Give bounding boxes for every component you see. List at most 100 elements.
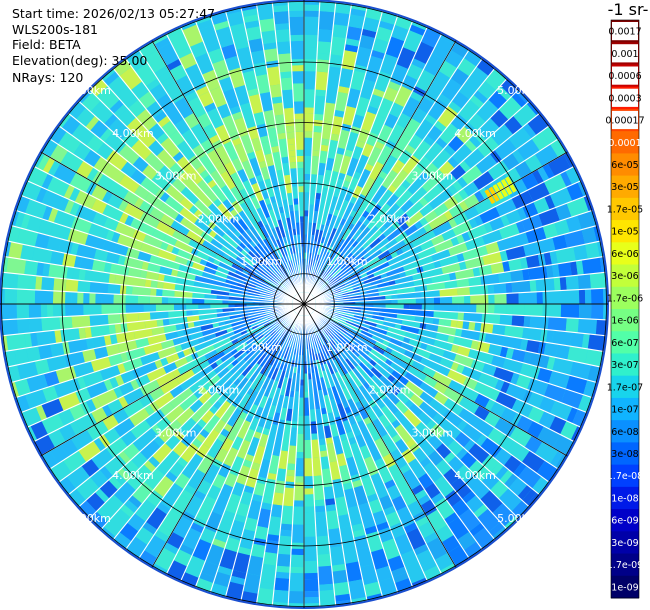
ray-cell [344, 372, 352, 380]
ray-cell [99, 465, 113, 481]
ray-cell [100, 526, 116, 541]
ray-cell [393, 184, 408, 199]
ray-cell [162, 318, 170, 327]
ray-cell [261, 397, 274, 417]
ray-cell [299, 216, 304, 223]
ray-cell [504, 515, 519, 530]
ray-cell [145, 78, 161, 92]
ray-cell [180, 186, 200, 205]
ray-cell [35, 275, 43, 291]
ray-cell [527, 391, 544, 409]
ray-cell [32, 246, 53, 264]
ray-cell [363, 581, 382, 597]
ray-cell [275, 246, 284, 259]
ray-cell [396, 212, 410, 226]
ray-cell [163, 482, 184, 505]
ray-cell [100, 67, 116, 82]
ray-cell [222, 510, 236, 520]
ray-cell [91, 259, 106, 273]
range-ring-label: 5.00km [69, 512, 111, 525]
ray-cell [229, 493, 242, 503]
ray-cell [569, 260, 578, 276]
ray-cell [71, 291, 78, 304]
ray-cell [378, 414, 392, 429]
ray-cell [14, 211, 25, 229]
ray-cell [370, 114, 387, 136]
ray-cell [293, 482, 304, 501]
ray-cell [246, 151, 257, 160]
ray-cell [425, 419, 437, 431]
ray-cell [130, 419, 152, 440]
ray-cell [173, 549, 192, 567]
ray-cell [249, 344, 257, 351]
ray-cell [149, 287, 157, 297]
ray-cell [438, 160, 455, 177]
ray-cell [318, 444, 328, 452]
ray-cell [171, 368, 181, 379]
ray-cell [458, 396, 475, 412]
ray-cell [277, 273, 284, 280]
ray-cell [115, 437, 128, 451]
ray-cell [53, 277, 67, 292]
ray-cell [315, 328, 325, 346]
ray-cell [417, 348, 432, 360]
ray-cell [165, 404, 185, 424]
ray-cell [495, 391, 517, 410]
ray-cell [312, 247, 319, 266]
ray-cell [362, 256, 380, 270]
ray-cell [271, 437, 283, 457]
ray-cell [348, 260, 361, 271]
ray-cell [233, 378, 242, 387]
ray-cell [366, 217, 379, 230]
ray-cell [394, 275, 414, 285]
ray-cell [211, 315, 230, 324]
ray-cell [304, 137, 313, 156]
ray-cell [366, 408, 379, 422]
ray-cell [163, 542, 179, 555]
ray-cell [172, 151, 185, 163]
ray-cell [499, 469, 514, 485]
ray-cell [348, 220, 363, 238]
ray-cell [481, 313, 501, 325]
ray-cell [231, 137, 243, 147]
ray-cell [323, 329, 329, 336]
ray-cell [314, 95, 326, 115]
ray-cell [329, 323, 341, 333]
range-ring-label: 1.00km [326, 341, 368, 354]
ray-cell [143, 342, 163, 356]
ray-cell [456, 363, 465, 375]
ray-cell [512, 149, 525, 164]
ray-cell [441, 534, 461, 553]
ray-cell [150, 279, 158, 289]
ray-cell [347, 377, 359, 391]
ray-cell [210, 184, 228, 203]
ray-cell [14, 378, 31, 397]
ray-cell [287, 347, 295, 367]
ray-cell [441, 228, 456, 242]
ray-cell [260, 225, 270, 239]
ray-cell [427, 434, 439, 446]
ray-cell [238, 242, 247, 250]
ray-cell [372, 38, 390, 54]
ray-cell [323, 102, 336, 122]
ray-cell [364, 320, 377, 328]
ray-cell [186, 229, 200, 242]
ray-cell [311, 439, 321, 459]
ray-cell [235, 245, 244, 253]
ray-cell [331, 373, 343, 392]
ray-cell [360, 272, 368, 279]
ray-cell [214, 145, 232, 166]
ray-cell [538, 411, 550, 427]
ray-cell [299, 210, 304, 217]
ray-cell [154, 359, 164, 370]
ray-cell [348, 370, 363, 388]
ray-cell [184, 458, 201, 474]
ray-cell [333, 12, 350, 27]
ray-cell [304, 210, 309, 217]
ray-cell [257, 220, 265, 228]
ray-cell [295, 452, 304, 459]
ray-cell [258, 395, 269, 409]
ray-cell [470, 294, 489, 304]
ray-cell [202, 428, 220, 449]
ray-cell [352, 529, 366, 538]
